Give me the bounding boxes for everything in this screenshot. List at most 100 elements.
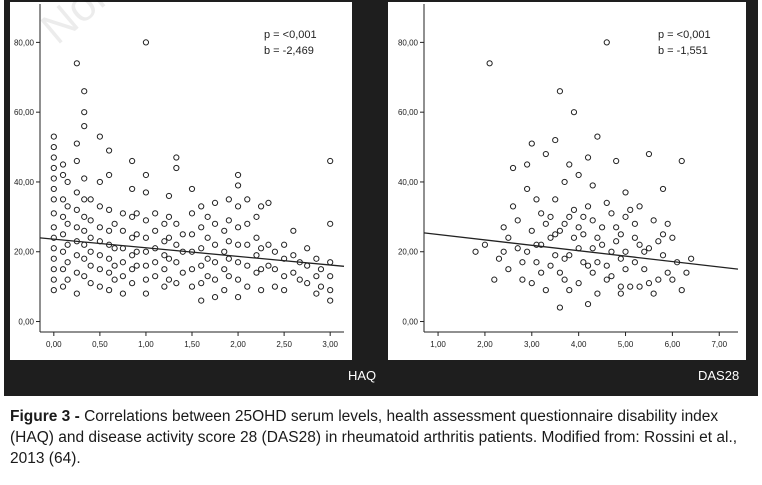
- haq-data-point: [152, 273, 159, 280]
- haq-data-point: [211, 241, 219, 248]
- das28-data-point: [533, 259, 540, 266]
- haq-data-point: [59, 266, 67, 273]
- haq-y-tick-label: 0,00: [18, 318, 34, 327]
- haq-data-point: [64, 276, 71, 283]
- haq-data-point: [198, 203, 205, 210]
- das28-data-point: [594, 290, 601, 297]
- das28-data-point: [533, 241, 540, 248]
- das28-y-tick-label: 0,00: [402, 318, 418, 327]
- haq-data-point: [188, 231, 196, 238]
- haq-data-point: [317, 266, 325, 273]
- das28-data-point: [608, 248, 615, 255]
- das28-data-point: [524, 248, 531, 255]
- haq-data-point: [111, 220, 118, 227]
- das28-data-point: [622, 213, 629, 220]
- das28-data-point: [627, 206, 634, 213]
- haq-data-point: [81, 241, 88, 248]
- haq-data-point: [119, 273, 127, 280]
- das28-data-point: [594, 133, 601, 140]
- haq-data-point: [271, 248, 279, 255]
- haq-y-tick-label: 20,00: [14, 248, 35, 257]
- haq-data-point: [265, 262, 272, 269]
- das28-data-point: [622, 189, 629, 196]
- das28-data-point: [669, 234, 676, 241]
- haq-data-point: [244, 262, 251, 269]
- haq-data-point: [111, 245, 118, 252]
- das28-data-point: [617, 231, 624, 238]
- haq-data-point: [173, 220, 180, 227]
- das28-data-point: [683, 269, 690, 276]
- haq-data-point: [281, 241, 288, 248]
- haq-x-tick-label: 2,50: [276, 340, 292, 349]
- das28-data-point: [688, 255, 695, 262]
- das28-data-point: [659, 252, 667, 259]
- das28-x-tick-label: 5,00: [618, 340, 634, 349]
- haq-data-point: [244, 241, 251, 248]
- haq-b-value: b = -2,469: [264, 45, 314, 57]
- haq-data-point: [179, 231, 186, 238]
- haq-data-point: [234, 259, 242, 266]
- das28-data-point: [547, 213, 554, 220]
- haq-data-point: [304, 280, 311, 287]
- haq-data-point: [59, 171, 67, 179]
- das28-data-point: [542, 150, 549, 158]
- das28-data-point: [570, 234, 578, 241]
- haq-data-point: [73, 290, 80, 297]
- figure-caption: Figure 3 - Correlations between 25OHD se…: [10, 406, 752, 469]
- das28-data-point: [481, 241, 489, 248]
- haq-data-point: [234, 224, 242, 231]
- das28-data-point: [566, 213, 573, 220]
- das28-data-point: [589, 269, 596, 276]
- haq-data-point: [234, 182, 242, 189]
- das28-data-point: [598, 241, 606, 248]
- haq-data-point: [234, 171, 242, 179]
- haq-data-point: [81, 213, 88, 220]
- haq-data-point: [73, 206, 80, 213]
- das28-data-point: [561, 220, 568, 227]
- das28-data-point: [566, 287, 573, 294]
- haq-data-point: [234, 203, 242, 210]
- das28-data-point: [538, 269, 545, 276]
- haq-data-point: [198, 245, 205, 252]
- haq-x-tick-label: 0,00: [46, 340, 62, 349]
- haq-data-point: [257, 245, 265, 252]
- haq-data-point: [96, 203, 103, 210]
- das28-data-point: [664, 269, 671, 276]
- haq-data-point: [253, 213, 260, 220]
- das28-data-point: [645, 150, 653, 158]
- haq-data-point: [142, 234, 150, 241]
- haq-data-point: [96, 133, 103, 140]
- das28-data-point: [542, 220, 549, 227]
- haq-data-point: [129, 157, 136, 165]
- das28-data-point: [655, 276, 662, 283]
- haq-data-point: [142, 276, 150, 283]
- das28-b-value: b = -1,551: [658, 45, 708, 57]
- haq-data-point: [87, 196, 94, 203]
- haq-data-point: [225, 273, 232, 280]
- haq-data-point: [73, 60, 80, 67]
- haq-data-point: [161, 283, 168, 290]
- haq-data-point: [327, 287, 334, 294]
- haq-data-point: [105, 227, 113, 234]
- haq-data-point: [296, 276, 303, 283]
- das28-data-point: [636, 283, 643, 290]
- das28-y-tick-label: 60,00: [398, 108, 419, 117]
- das28-data-point: [669, 276, 676, 283]
- das28-x-tick-label: 3,00: [524, 340, 540, 349]
- haq-data-point: [64, 203, 71, 210]
- haq-data-point: [59, 283, 67, 290]
- das28-data-point: [608, 210, 615, 217]
- das28-y-tick-label: 20,00: [398, 248, 419, 257]
- haq-data-point: [281, 273, 288, 280]
- haq-data-point: [204, 213, 211, 220]
- das28-y-tick-label: 80,00: [398, 38, 419, 47]
- das28-data-point: [584, 203, 592, 210]
- haq-data-point: [253, 234, 260, 241]
- haq-data-point: [73, 140, 80, 147]
- das28-data-point: [509, 164, 517, 172]
- haq-data-point: [64, 241, 71, 248]
- das28-data-point: [603, 276, 610, 283]
- haq-data-point: [129, 266, 136, 273]
- das28-data-point: [552, 252, 559, 259]
- das28-data-point: [617, 290, 624, 297]
